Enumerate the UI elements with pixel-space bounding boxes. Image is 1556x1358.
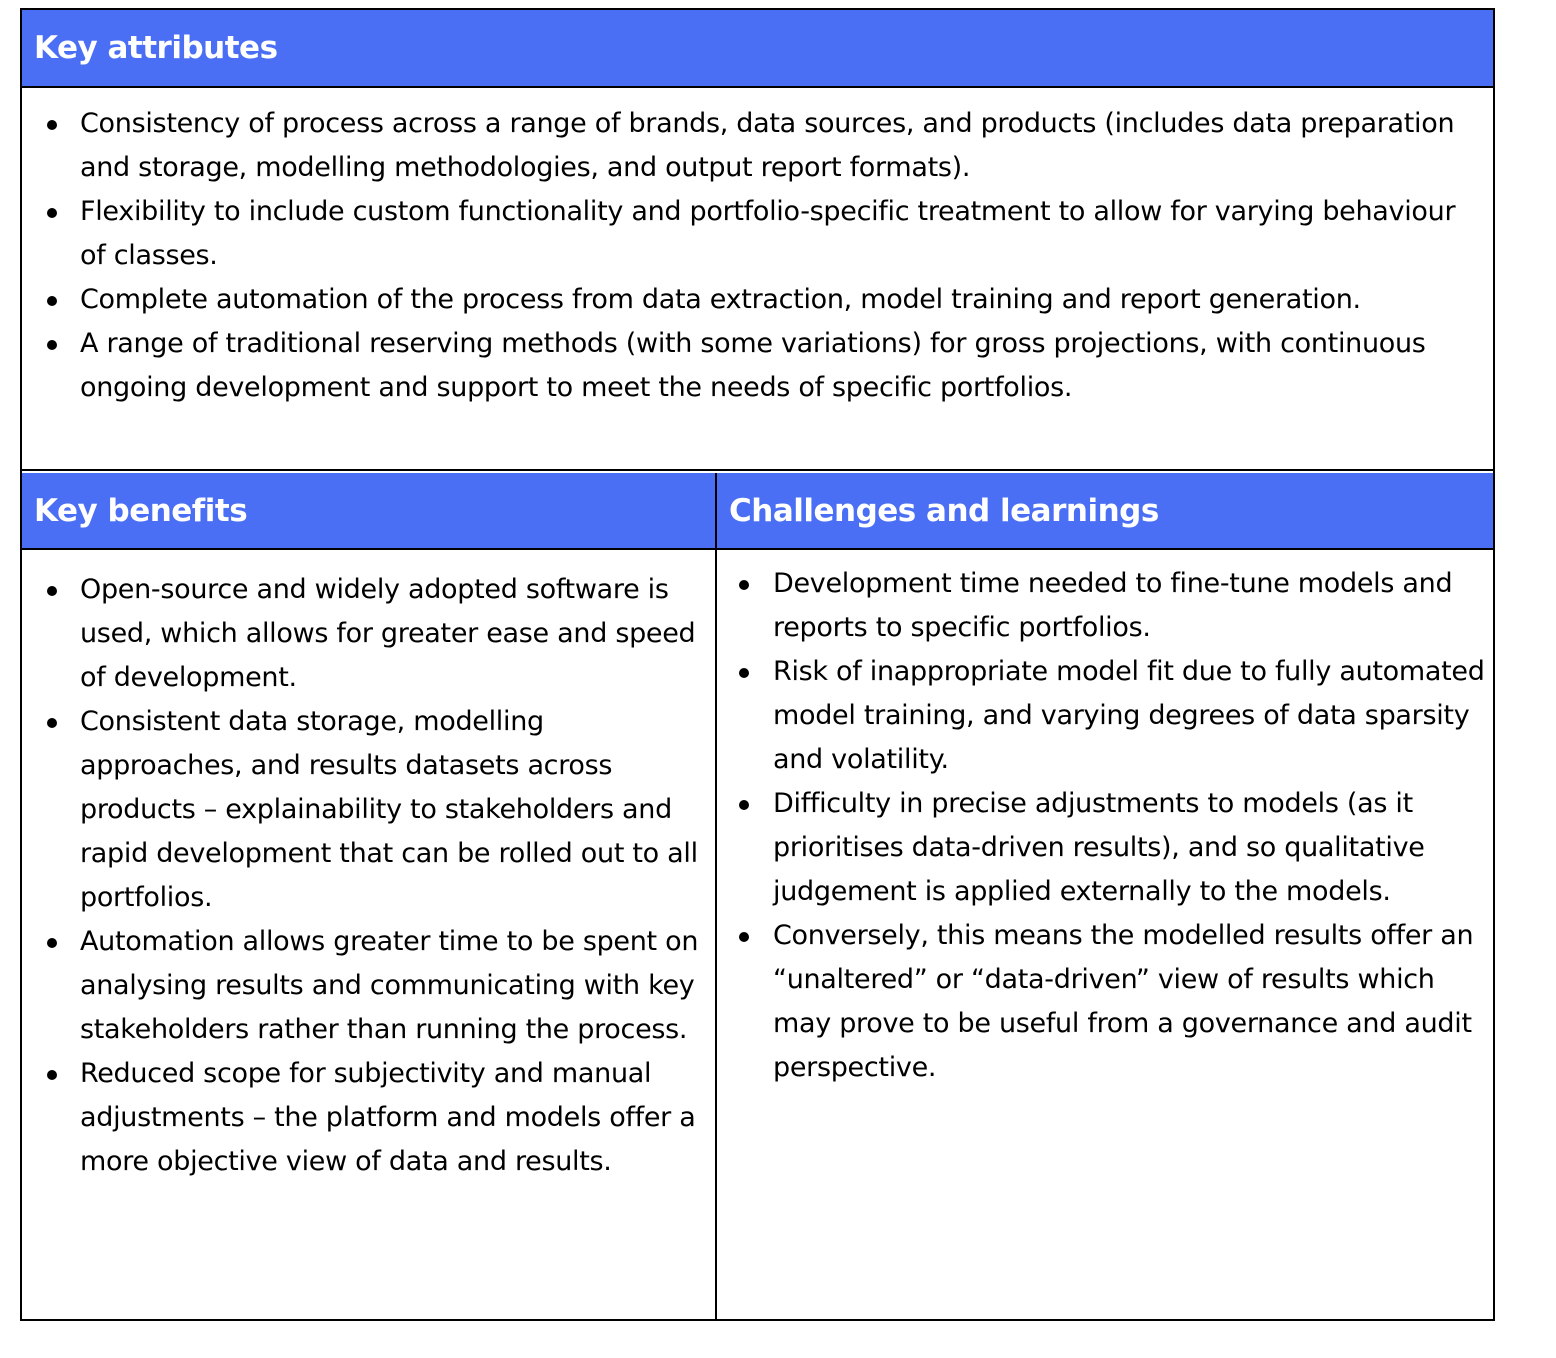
list-item: Flexibility to include custom functional… <box>22 190 1481 278</box>
key-benefits-list: Open-source and widely adopted software … <box>22 550 715 1184</box>
list-item: A range of traditional reserving methods… <box>22 322 1481 410</box>
list-item: Consistent data storage, modelling appro… <box>22 700 711 920</box>
list-item: Difficulty in precise adjustments to mod… <box>717 782 1487 914</box>
key-benefits-title: Key benefits <box>34 492 248 529</box>
key-benefits-body: Open-source and widely adopted software … <box>22 550 717 1319</box>
list-item: Reduced scope for subjectivity and manua… <box>22 1052 711 1184</box>
list-item: Risk of inappropriate model fit due to f… <box>717 650 1487 782</box>
key-attributes-title: Key attributes <box>34 30 278 66</box>
challenges-title: Challenges and learnings <box>729 492 1159 529</box>
challenges-list: Development time needed to fine-tune mod… <box>717 550 1493 1090</box>
summary-table: Key attributes Consistency of process ac… <box>20 8 1495 1321</box>
key-benefits-header: Key benefits <box>22 473 717 550</box>
list-item: Consistency of process across a range of… <box>22 102 1481 190</box>
challenges-body: Development time needed to fine-tune mod… <box>717 550 1493 1319</box>
list-item: Development time needed to fine-tune mod… <box>717 562 1487 650</box>
key-attributes-header: Key attributes <box>22 10 1493 88</box>
list-item: Complete automation of the process from … <box>22 278 1481 322</box>
challenges-header: Challenges and learnings <box>717 473 1493 550</box>
list-item: Automation allows greater time to be spe… <box>22 920 711 1052</box>
list-item: Open-source and widely adopted software … <box>22 568 711 700</box>
key-attributes-list: Consistency of process across a range of… <box>22 88 1493 410</box>
key-attributes-body: Consistency of process across a range of… <box>22 88 1493 471</box>
list-item: Conversely, this means the modelled resu… <box>717 914 1487 1090</box>
